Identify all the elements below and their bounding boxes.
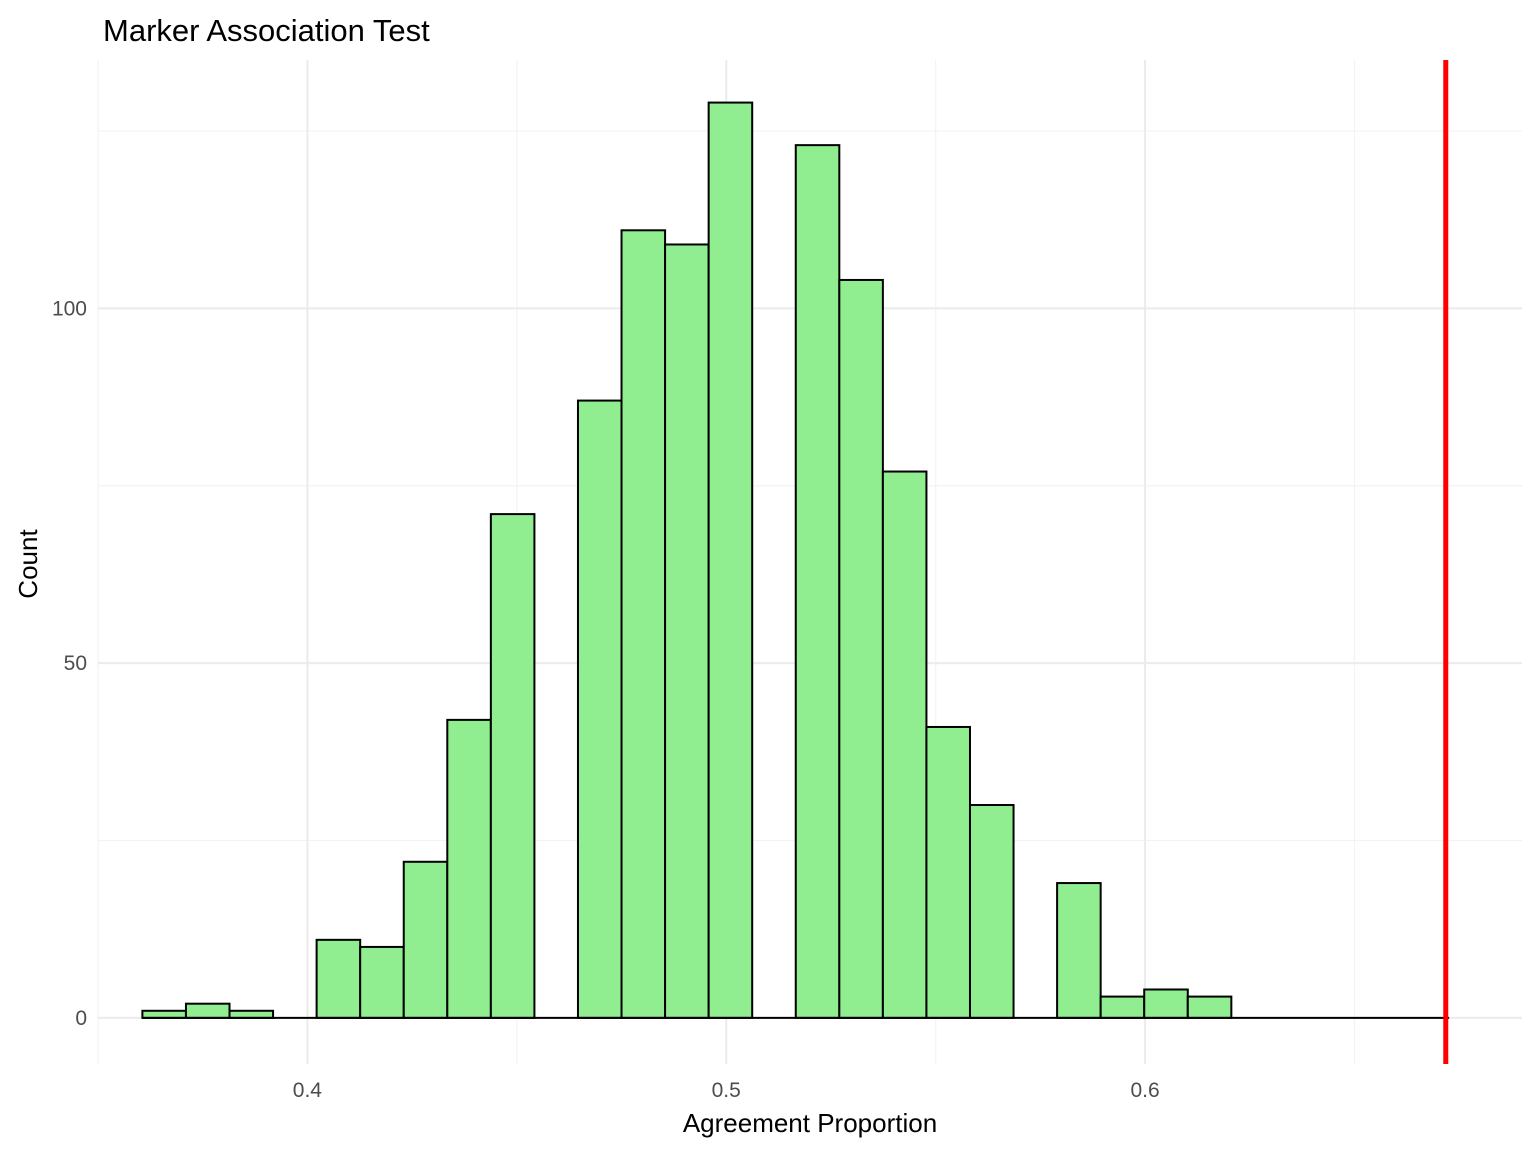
y-tick-label: 100: [52, 297, 87, 320]
histogram-bar: [184, 1002, 231, 1019]
histogram-bar: [402, 860, 449, 1019]
y-axis-title: Count: [13, 529, 43, 599]
histogram-bar: [489, 513, 536, 1019]
histogram-bar: [1186, 995, 1233, 1019]
x-tick-label: 0.6: [1130, 1079, 1159, 1102]
histogram-bar: [925, 725, 971, 1019]
histogram-bar: [620, 229, 667, 1019]
histogram-bar: [1056, 882, 1102, 1019]
histogram-bar: [228, 1009, 275, 1019]
histogram-bar: [664, 243, 710, 1019]
histogram-bar: [576, 399, 623, 1019]
y-axis-ticks: 0 50 100: [52, 297, 87, 1030]
histogram-bar: [968, 804, 1015, 1019]
histogram-bars: [141, 101, 1450, 1019]
histogram-bar: [707, 101, 754, 1019]
histogram-bar: [315, 938, 362, 1019]
histogram-bar: [881, 470, 928, 1019]
histogram-bar: [141, 1009, 187, 1019]
histogram-bar: [1099, 995, 1146, 1019]
histogram-bar: [794, 144, 841, 1019]
histogram-bar: [359, 945, 405, 1019]
histogram-bar: [446, 718, 492, 1019]
chart-title: Marker Association Test: [103, 13, 430, 48]
histogram-bar: [1143, 988, 1189, 1019]
x-tick-label: 0.5: [712, 1079, 741, 1102]
y-tick-label: 50: [64, 652, 87, 675]
y-tick-label: 0: [75, 1007, 87, 1030]
x-axis-ticks: 0.4 0.5 0.6: [293, 1079, 1160, 1102]
x-tick-label: 0.4: [293, 1079, 323, 1102]
x-axis-title: Agreement Proportion: [683, 1108, 937, 1138]
histogram-bar: [838, 278, 884, 1019]
